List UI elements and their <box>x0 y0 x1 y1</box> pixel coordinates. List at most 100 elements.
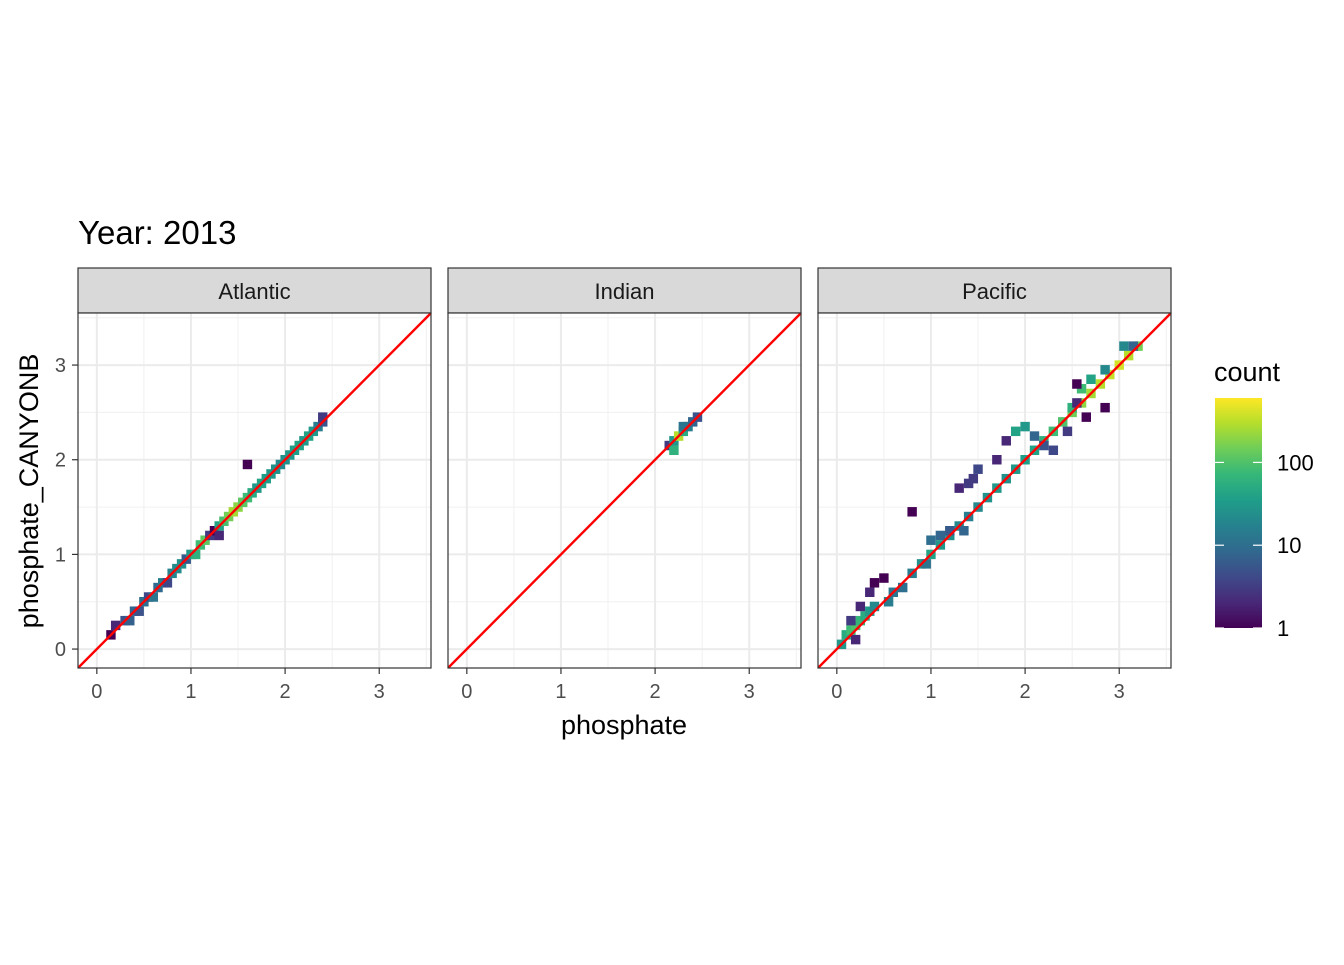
facet-strip <box>817 267 1172 314</box>
bin-cell <box>850 634 861 645</box>
bin-cell <box>1020 421 1030 432</box>
bin-cell <box>846 625 856 635</box>
y-tick-label: 1 <box>55 544 66 566</box>
reference-line <box>448 313 801 668</box>
panel-atlantic: Atlantic 0 1 2 3 0 1 2 3 <box>55 267 432 703</box>
bin-cell <box>959 526 969 536</box>
bin-cell <box>1100 365 1110 375</box>
gridlines <box>448 313 801 668</box>
bin-cell <box>214 530 224 541</box>
bin-cell <box>921 559 931 569</box>
bin-cell <box>973 464 983 474</box>
bin-cell <box>1039 440 1049 451</box>
panel-border <box>447 312 802 669</box>
bin-cell <box>907 507 917 517</box>
bin-cell <box>1128 341 1139 351</box>
y-tick-label: 3 <box>55 355 66 377</box>
panel-border <box>817 312 1172 669</box>
bin-cell <box>945 526 955 536</box>
facet-label: Atlantic <box>218 279 290 304</box>
bin-cell <box>860 611 870 621</box>
bin-cell <box>1086 374 1096 384</box>
x-tick-label: 3 <box>744 681 755 703</box>
chart-title: Year: 2013 <box>78 214 236 251</box>
x-tick-label: 2 <box>1020 681 1031 703</box>
bin-cell <box>1062 426 1073 437</box>
bin-cell <box>879 573 889 583</box>
bin-cell <box>110 620 121 631</box>
x-tick-label: 1 <box>185 681 196 703</box>
y-tick-label: 0 <box>55 639 66 661</box>
facet-label: Pacific <box>962 279 1027 304</box>
bin-cell <box>1001 436 1011 446</box>
bin-cell <box>865 606 875 616</box>
y-axis: 0 1 2 3 <box>55 355 78 661</box>
bin-cell <box>954 483 964 493</box>
facet-strip <box>447 267 802 314</box>
bin-cell <box>1072 379 1082 389</box>
bin-cell <box>318 412 328 422</box>
y-axis-title: phosphate_CANYONB <box>14 354 44 629</box>
panel-pacific: Pacific 0 1 2 3 <box>817 267 1172 703</box>
reference-line <box>818 313 1171 668</box>
bin-cell <box>1048 445 1059 455</box>
x-tick-label: 0 <box>461 681 472 703</box>
y-tick-label: 2 <box>55 450 66 472</box>
bin-cell <box>846 615 856 626</box>
x-tick-label: 0 <box>831 681 842 703</box>
bin-cell <box>963 478 974 489</box>
color-legend: count 1 10 100 <box>1214 357 1314 641</box>
x-axis: 0 1 2 3 <box>831 668 1125 703</box>
bin-cell <box>935 530 946 541</box>
bin-cell <box>869 601 880 612</box>
bin-cell <box>865 587 875 597</box>
x-tick-label: 2 <box>280 681 291 703</box>
bin-cell <box>926 535 936 545</box>
x-axis: 0 1 2 3 <box>461 668 755 703</box>
bin-cell <box>162 578 173 588</box>
bin-cell <box>134 606 144 616</box>
facet-panels: Atlantic 0 1 2 3 0 1 2 3 Indian 0 1 2 3 Pacific 0 1 2 3 <box>55 267 1172 703</box>
bin-cell <box>850 620 861 631</box>
bin-cell <box>1076 384 1087 394</box>
x-tick-label: 0 <box>91 681 102 703</box>
legend-title: count <box>1214 357 1281 387</box>
bin-cell <box>678 421 689 432</box>
x-tick-label: 3 <box>1114 681 1125 703</box>
colorbar <box>1215 398 1262 628</box>
bin-cell <box>1010 426 1021 437</box>
bin-cell <box>855 601 866 612</box>
legend-break-label: 10 <box>1277 533 1301 558</box>
x-tick-label: 2 <box>650 681 661 703</box>
x-tick-label: 1 <box>555 681 566 703</box>
bin-cell <box>898 582 908 593</box>
bin-cell <box>669 445 679 455</box>
panel-border <box>77 312 432 669</box>
facet-strip <box>77 267 432 314</box>
panel-indian: Indian 0 1 2 3 <box>447 267 802 703</box>
bin-cell <box>992 455 1002 465</box>
bin-cell <box>855 615 866 626</box>
x-tick-label: 3 <box>374 681 385 703</box>
bin-cell <box>1081 412 1091 422</box>
bin-cell <box>968 473 979 484</box>
bin-cell <box>125 615 135 626</box>
reference-line <box>78 313 431 668</box>
bin-cell <box>869 578 880 588</box>
bin-cell <box>242 459 253 470</box>
bin-cell <box>1072 398 1082 408</box>
bin-cell <box>841 630 851 640</box>
bin-cell <box>883 597 894 607</box>
bin-cell <box>1100 402 1110 413</box>
facet-label: Indian <box>595 279 655 304</box>
legend-break-label: 100 <box>1277 450 1314 475</box>
legend-break-label: 1 <box>1277 616 1289 641</box>
x-axis-title: phosphate <box>561 710 687 740</box>
bin-cell <box>148 592 159 602</box>
gridlines <box>78 313 431 668</box>
x-axis: 0 1 2 3 <box>91 668 385 703</box>
bin-cell <box>1029 431 1040 441</box>
x-tick-label: 1 <box>925 681 936 703</box>
